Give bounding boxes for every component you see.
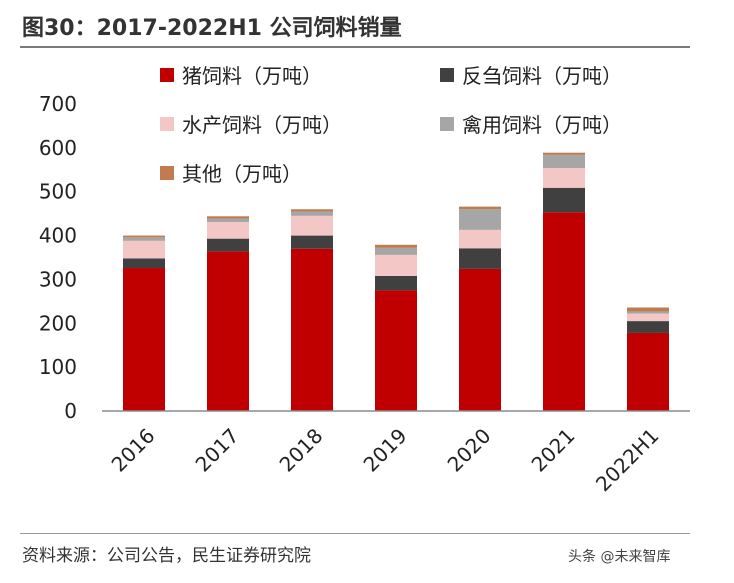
y-tick-label: 100 (39, 355, 77, 379)
bar-2017-series-0 (207, 251, 249, 411)
legend-swatch-poultry-feed (440, 116, 454, 131)
bar-2022H1-series-2 (627, 313, 669, 322)
bars (123, 152, 669, 411)
legend-swatch-other (160, 165, 174, 180)
bar-2016-series-2 (123, 240, 165, 259)
x-tick-label: 2019 (359, 424, 412, 477)
legend-label-aquatic-feed: 水产饲料（万吨） (182, 113, 342, 137)
bar-2016-series-1 (123, 258, 165, 269)
bar-2017-series-3 (207, 218, 249, 222)
y-tick-label: 600 (39, 136, 77, 160)
bar-2018-series-4 (291, 209, 333, 212)
x-tick-label: 2022H1 (591, 424, 664, 497)
bar-2018-series-3 (291, 211, 333, 216)
legend-item-pig-feed: 猪饲料（万吨） (160, 60, 322, 89)
bar-2021-series-2 (543, 168, 585, 188)
y-tick-label: 400 (39, 224, 77, 248)
bar-2022H1-series-3 (627, 311, 669, 314)
x-tick-label: 2020 (443, 424, 496, 477)
legend-item-ruminant-feed: 反刍饲料（万吨） (440, 60, 622, 89)
source-note: 资料来源：公司公告，民生证券研究院 (22, 546, 311, 566)
bar-2020-series-2 (459, 229, 501, 249)
x-tick-label: 2021 (527, 424, 580, 477)
bar-2020-series-4 (459, 206, 501, 210)
bar-2021-series-1 (543, 187, 585, 213)
bar-2019-series-4 (375, 244, 417, 248)
legend-item-other: 其他（万吨） (160, 158, 302, 187)
bar-2017-series-1 (207, 238, 249, 252)
bar-2016-series-4 (123, 235, 165, 238)
bar-2020-series-1 (459, 248, 501, 269)
x-tick-label: 2017 (191, 424, 244, 477)
bar-2019-series-1 (375, 275, 417, 291)
bar-2017-series-4 (207, 216, 249, 219)
bar-2019-series-3 (375, 247, 417, 255)
bar-2021-series-3 (543, 154, 585, 169)
footer-rule (20, 533, 690, 534)
legend-swatch-aquatic-feed (160, 116, 174, 131)
bar-2016-series-0 (123, 268, 165, 411)
bar-2022H1-series-0 (627, 332, 669, 411)
bar-2022H1-series-1 (627, 321, 669, 333)
bar-2018-series-1 (291, 235, 333, 249)
bar-2021-series-0 (543, 212, 585, 411)
watermark: 头条 @未来智库 (568, 549, 671, 565)
bar-2018-series-0 (291, 248, 333, 411)
chart-title: 图30：2017-2022H1 公司饲料销量 (22, 16, 402, 41)
bar-2021-series-4 (543, 152, 585, 155)
legend-label-other: 其他（万吨） (182, 162, 302, 186)
y-tick-label: 700 (39, 92, 77, 116)
title-rule (20, 46, 690, 48)
bar-2019-series-0 (375, 290, 417, 411)
bar-2019-series-2 (375, 254, 417, 276)
x-axis: 2016 2017 2018 2019 2020 2021 2022H1 (107, 424, 664, 497)
legend-item-aquatic-feed: 水产饲料（万吨） (160, 109, 342, 138)
y-tick-label: 0 (64, 399, 77, 423)
legend-swatch-pig-feed (160, 67, 174, 82)
legend-label-pig-feed: 猪饲料（万吨） (182, 64, 322, 88)
y-tick-label: 300 (39, 267, 77, 291)
y-tick-label: 200 (39, 311, 77, 335)
legend-item-poultry-feed: 禽用饲料（万吨） (440, 109, 622, 138)
x-tick-label: 2018 (275, 424, 328, 477)
x-tick-label: 2016 (107, 424, 160, 477)
bar-2022H1-series-4 (627, 307, 669, 312)
bar-2020-series-3 (459, 209, 501, 230)
legend-label-ruminant-feed: 反刍饲料（万吨） (462, 64, 622, 88)
bar-2020-series-0 (459, 268, 501, 411)
bar-2018-series-2 (291, 215, 333, 236)
y-axis: 0 100 200 300 400 500 600 700 (39, 92, 77, 423)
bar-2017-series-2 (207, 221, 249, 239)
legend-label-poultry-feed: 禽用饲料（万吨） (462, 113, 622, 137)
bar-2016-series-3 (123, 237, 165, 241)
y-tick-label: 500 (39, 180, 77, 204)
legend-swatch-ruminant-feed (440, 67, 454, 82)
legend: 猪饲料（万吨） 反刍饲料（万吨） 水产饲料（万吨） 禽用饲料（万吨） 其他（万吨… (160, 60, 680, 190)
